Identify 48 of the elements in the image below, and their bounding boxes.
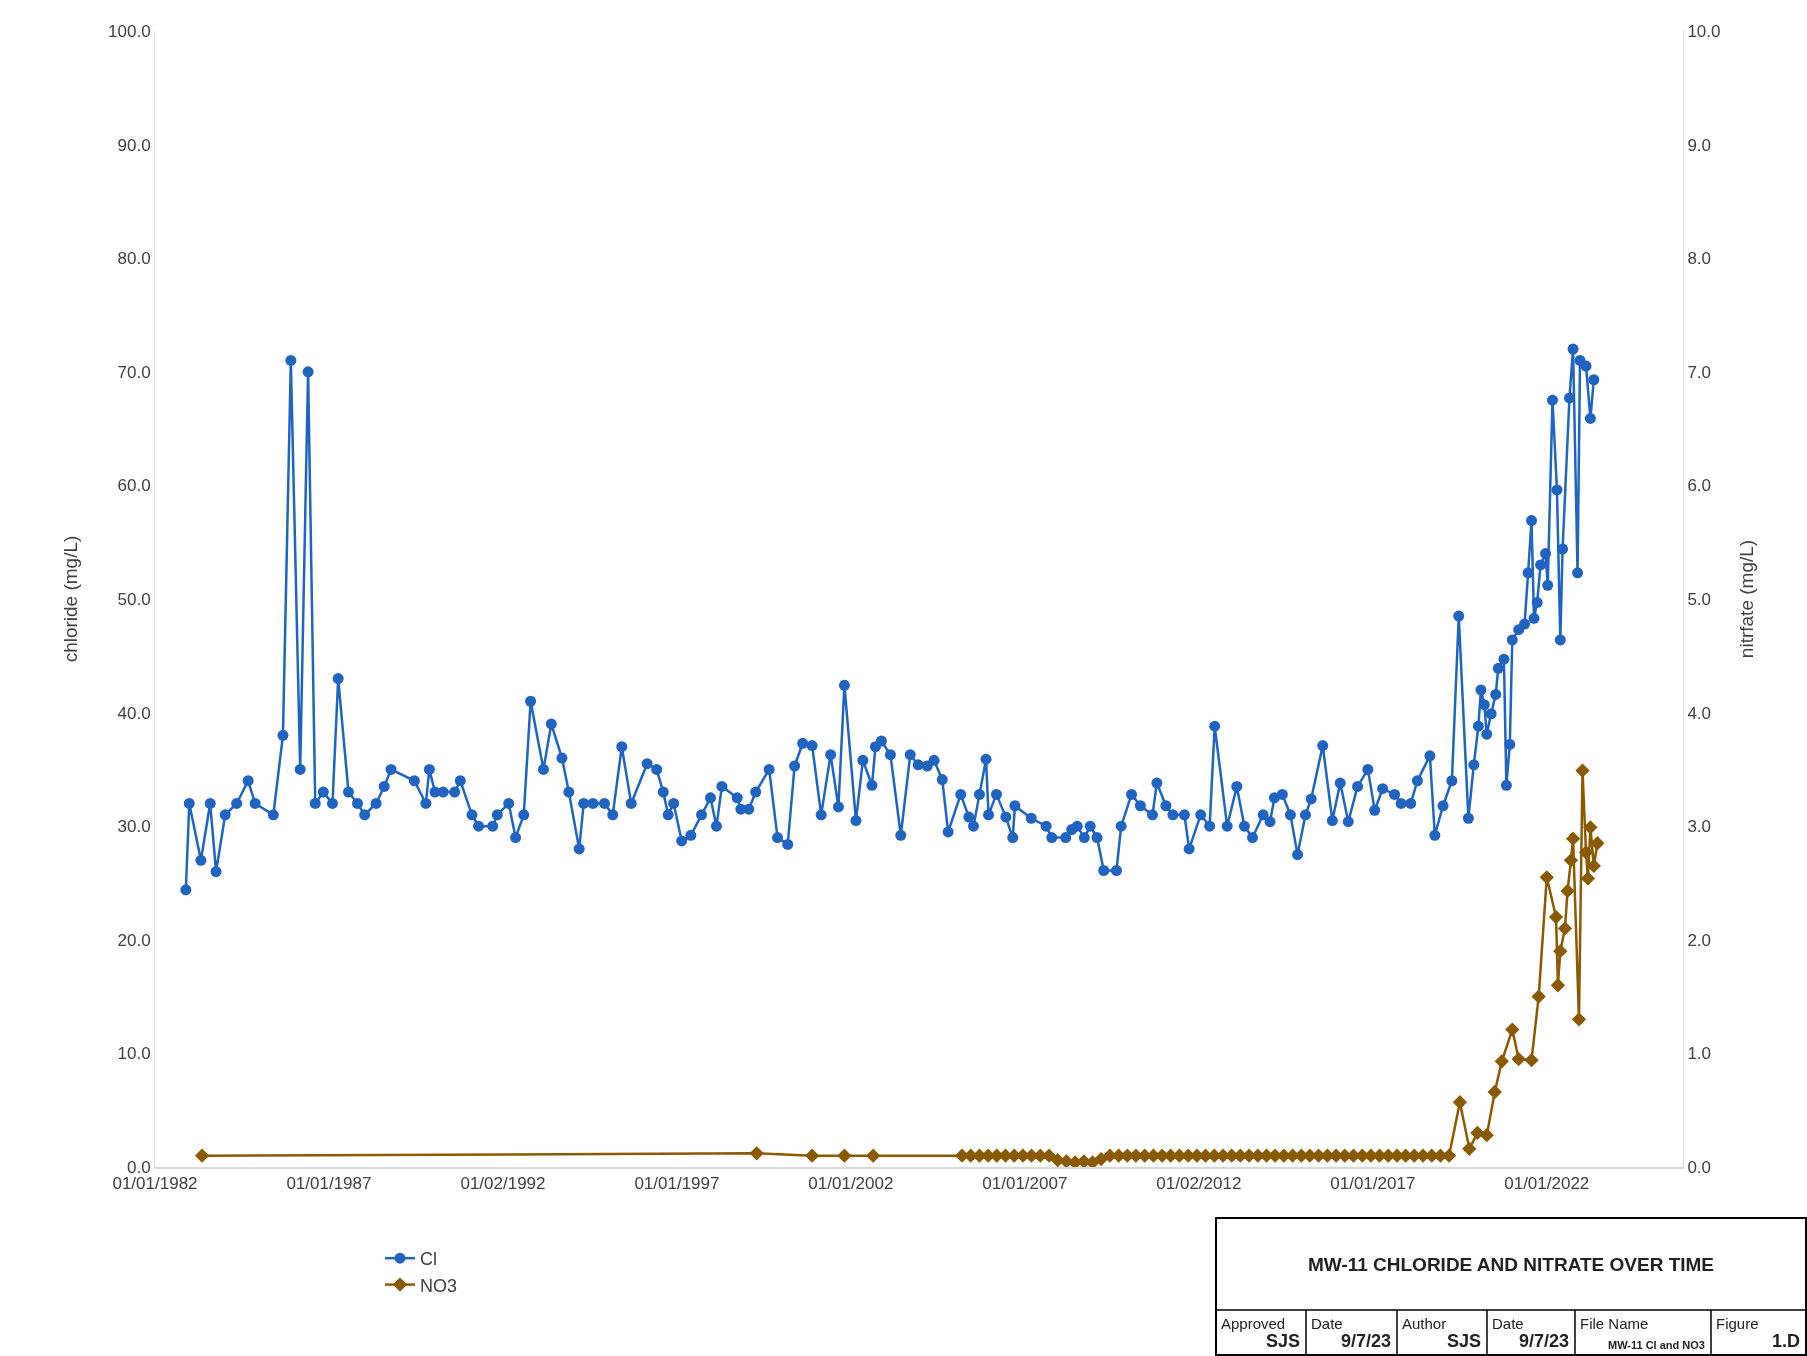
- y2-tick-label: 4.0: [1687, 703, 1712, 723]
- x-tick-label: 01/01/2022: [1504, 1174, 1590, 1194]
- text: 9/7/23: [1519, 1331, 1570, 1351]
- y-tick-label: 0.0: [126, 1157, 151, 1177]
- y2-tick-label: 0.0: [1687, 1157, 1712, 1177]
- y2-tick-label: 10.0: [1687, 21, 1721, 41]
- text: File Name: [1580, 1315, 1649, 1332]
- y2-tick-label: 8.0: [1687, 249, 1712, 269]
- x-tick-label: 01/01/2017: [1330, 1174, 1416, 1194]
- text: Author: [1402, 1315, 1447, 1332]
- y2-axis-title: nitrfate (mg/L): [1736, 539, 1758, 659]
- text: 1.D: [1772, 1331, 1801, 1351]
- y-tick-label: 60.0: [117, 476, 151, 496]
- legend-label: Cl: [420, 1249, 437, 1270]
- y-tick-label: 70.0: [117, 362, 151, 382]
- y2-tick-label: 2.0: [1687, 930, 1712, 950]
- x-tick-label: 01/02/1992: [460, 1174, 546, 1194]
- x-tick-label: 01/01/1987: [286, 1174, 372, 1194]
- y-tick-label: 40.0: [117, 703, 151, 723]
- x-tick-label: 01/02/2012: [1156, 1174, 1242, 1194]
- x-tick-label: 01/01/2007: [982, 1174, 1068, 1194]
- y2-tick-label: 6.0: [1687, 476, 1712, 496]
- y-tick-label: 20.0: [117, 930, 151, 950]
- text: Date: [1311, 1315, 1343, 1332]
- y2-tick-label: 1.0: [1687, 1044, 1712, 1064]
- text: Date: [1492, 1315, 1524, 1332]
- x-tick-label: 01/01/2002: [808, 1174, 894, 1194]
- y-tick-label: 30.0: [117, 817, 151, 837]
- y-tick-label: 50.0: [117, 589, 151, 609]
- text: SJS: [1266, 1331, 1301, 1351]
- text: SJS: [1447, 1331, 1482, 1351]
- y-tick-label: 90.0: [117, 135, 151, 155]
- x-tick-label: 01/01/1982: [112, 1174, 198, 1194]
- y2-tick-label: 7.0: [1687, 362, 1712, 382]
- y-axis-title: chloride (mg/L): [59, 535, 81, 663]
- text: MW-11 Cl and NO3: [1608, 1339, 1705, 1351]
- x-tick-label: 01/01/1997: [634, 1174, 720, 1194]
- legend-label: NO3: [420, 1275, 458, 1296]
- text: MW-11 CHLORIDE AND NITRATE OVER TIME: [1308, 1254, 1715, 1275]
- y-tick-label: 10.0: [117, 1044, 151, 1064]
- y-tick-label: 80.0: [117, 249, 151, 269]
- y2-tick-label: 9.0: [1687, 135, 1712, 155]
- text: 9/7/23: [1341, 1331, 1392, 1351]
- y2-tick-label: 3.0: [1687, 817, 1712, 837]
- y2-tick-label: 5.0: [1687, 589, 1712, 609]
- text: Approved: [1221, 1315, 1286, 1332]
- text: Figure: [1716, 1315, 1759, 1332]
- y-tick-label: 100.0: [108, 21, 151, 41]
